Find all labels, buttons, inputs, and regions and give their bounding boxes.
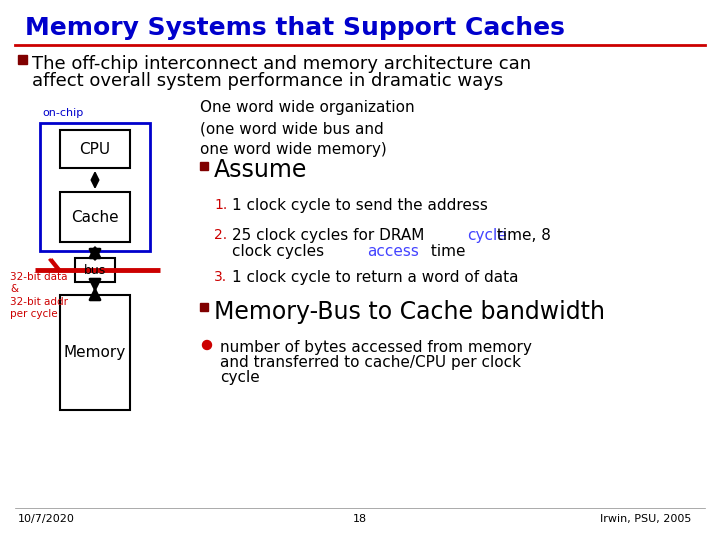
Text: The off-chip interconnect and memory architecture can: The off-chip interconnect and memory arc… (32, 55, 531, 73)
Text: 32-bit data
&
32-bit addr
per cycle: 32-bit data & 32-bit addr per cycle (10, 272, 68, 319)
Text: clock cycles: clock cycles (232, 244, 329, 259)
Text: number of bytes accessed from memory: number of bytes accessed from memory (220, 340, 532, 355)
Text: Memory-Bus to Cache bandwidth: Memory-Bus to Cache bandwidth (214, 300, 605, 324)
Text: cycle: cycle (467, 228, 507, 243)
Text: Assume: Assume (214, 158, 307, 182)
Bar (75, 258, 115, 282)
Text: 3.: 3. (214, 270, 227, 284)
Text: One word wide organization
(one word wide bus and
one word wide memory): One word wide organization (one word wid… (200, 100, 415, 157)
Bar (40, 123, 150, 251)
Text: Irwin, PSU, 2005: Irwin, PSU, 2005 (600, 514, 691, 524)
Text: affect overall system performance in dramatic ways: affect overall system performance in dra… (32, 72, 503, 90)
Bar (60, 192, 130, 242)
Text: Memory Systems that Support Caches: Memory Systems that Support Caches (25, 16, 565, 40)
Bar (60, 295, 130, 410)
Bar (200, 303, 208, 311)
Text: time, 8: time, 8 (492, 228, 551, 243)
Text: cycle: cycle (220, 370, 260, 385)
Bar (60, 130, 130, 168)
Bar (18, 55, 27, 64)
Text: 10/7/2020: 10/7/2020 (18, 514, 75, 524)
Text: Memory: Memory (64, 345, 126, 360)
Text: and transferred to cache/CPU per clock: and transferred to cache/CPU per clock (220, 355, 521, 370)
Circle shape (202, 341, 212, 349)
Text: Cache: Cache (71, 210, 119, 225)
Text: on-chip: on-chip (42, 108, 84, 118)
Text: 2.: 2. (214, 228, 227, 242)
Text: 1 clock cycle to return a word of data: 1 clock cycle to return a word of data (232, 270, 518, 285)
Bar (200, 162, 208, 170)
Text: access: access (366, 244, 418, 259)
Text: 1 clock cycle to send the address: 1 clock cycle to send the address (232, 198, 488, 213)
Text: 25 clock cycles for DRAM: 25 clock cycles for DRAM (232, 228, 429, 243)
Text: bus: bus (84, 264, 106, 276)
Text: 1.: 1. (214, 198, 228, 212)
Text: CPU: CPU (79, 141, 111, 157)
Text: time: time (426, 244, 466, 259)
Text: 18: 18 (353, 514, 367, 524)
